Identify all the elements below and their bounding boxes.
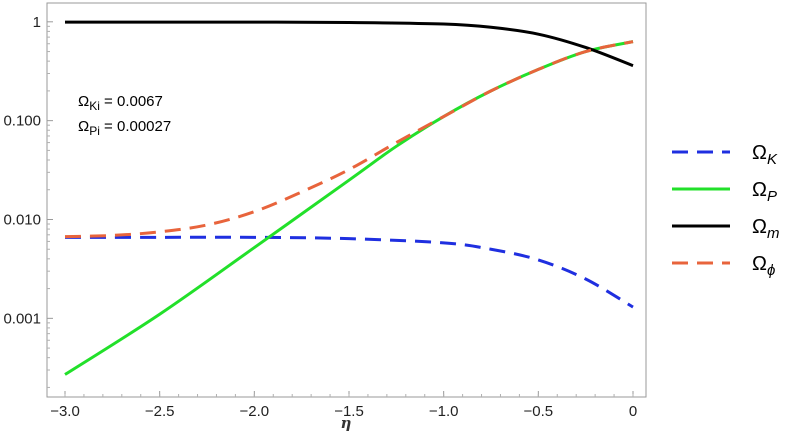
x-tick-label: −2.5 [145,403,175,420]
x-axis-title: η [341,414,352,432]
svg-text:ΩKi = 0.0067: ΩKi = 0.0067 [78,93,163,113]
y-tick-label: 0.100 [3,113,41,130]
legend-label: ΩP [752,179,777,205]
annotation-subscript: Ki [89,99,100,113]
annotation-subscript: Pi [89,124,100,138]
series-line-omega-phi [64,40,634,239]
legend-item-omega-m: Ωm [672,216,779,242]
x-tick-label: 0 [629,403,637,420]
annotation-value: = 0.0067 [100,93,163,110]
ticks: −3.0 −2.5 −2.0 −1.5 −1.0 −0.5 0 0.001 0.010 0.100… [3,14,637,420]
x-tick-label: −1.5 [334,403,364,420]
annotation-value: = 0.00027 [100,118,171,135]
y-tick-label: 1 [33,14,41,31]
legend-item-omega-p: ΩP [672,179,777,205]
annotation-symbol: Ω [78,93,89,110]
x-tick-label: −3.0 [50,403,80,420]
svg-text:ΩPi = 0.00027: ΩPi = 0.00027 [78,118,171,138]
annotation-symbol: Ω [78,118,89,135]
legend-label: ΩK [752,142,778,168]
annotation-omega-pi: ΩPi = 0.00027 [78,118,171,138]
x-tick-label: −2.0 [240,403,270,420]
series-line-omega-k [65,235,634,309]
y-tick-label: 0.010 [3,211,41,228]
x-tick-label: −0.5 [524,403,554,420]
legend-item-omega-phi: Ωϕ [672,253,775,279]
plot-frame [46,2,647,398]
legend-label: Ωm [752,216,779,242]
y-tick-label: 0.001 [3,310,41,327]
x-tick-label: −1.0 [429,403,459,420]
legend-item-omega-k: ΩK [672,142,778,168]
legend: ΩK ΩP Ωm Ωϕ [672,142,779,279]
series-line-omega-p [64,40,634,376]
annotation-omega-ki: ΩKi = 0.0067 [78,93,163,113]
series-layer [64,20,634,376]
legend-label: Ωϕ [752,253,775,279]
series-line-omega-m [64,20,634,68]
